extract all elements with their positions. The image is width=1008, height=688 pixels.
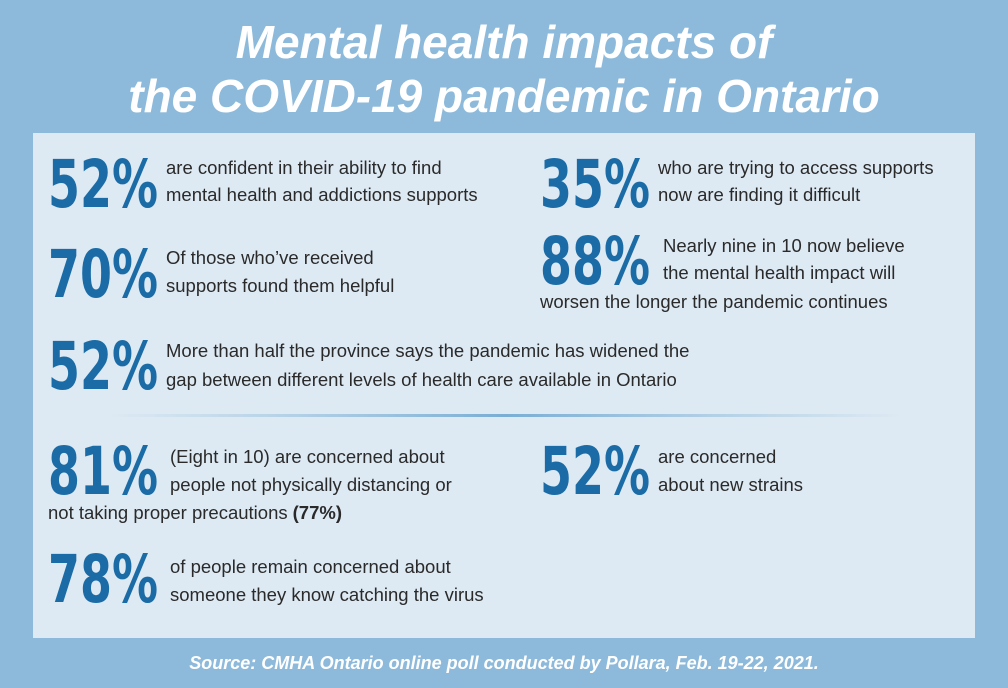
stat-figure: 52% [48, 146, 158, 223]
stat-text: people not physically distancing or [170, 474, 452, 495]
stat-text: gap between different levels of health c… [166, 369, 677, 390]
stat-text: someone they know catching the virus [170, 584, 484, 605]
stat-text: not taking proper precautions [48, 502, 288, 523]
stat-text: Nearly nine in 10 now believe [663, 235, 905, 256]
stat-text: worsen the longer the pandemic continues [539, 291, 888, 312]
title-line: Mental health impacts of [236, 16, 777, 68]
stat-figure: 35% [540, 146, 650, 223]
stat-figure: 88% [540, 223, 650, 300]
stat-emphasis: (77%) [293, 502, 342, 523]
stat-figure: 81% [48, 433, 158, 510]
stat-text: now are finding it difficult [658, 184, 860, 205]
panel [33, 133, 975, 638]
stat-figure: 52% [540, 433, 650, 510]
stat-text: the mental health impact will [663, 262, 895, 283]
stat-text: about new strains [658, 474, 803, 495]
stat-text: supports found them helpful [166, 275, 394, 296]
stat-text-line: not taking proper precautions (77%) [48, 502, 342, 523]
stat-text: (Eight in 10) are concerned about [170, 446, 445, 467]
stat-text: Of those who’ve received [166, 247, 374, 268]
source: Source: CMHA Ontario online poll conduct… [189, 653, 818, 673]
stat-text: mental health and addictions supports [166, 184, 478, 205]
stat-text: are confident in their ability to find [166, 157, 442, 178]
title-line: the COVID-19 pandemic in Ontario [128, 70, 879, 122]
stat-figure: 70% [48, 236, 158, 313]
stat-figure: 52% [48, 328, 158, 405]
stat-text: are concerned [658, 446, 776, 467]
stat-figure: 78% [48, 541, 158, 618]
divider [110, 414, 900, 417]
stat-text: of people remain concerned about [170, 556, 451, 577]
stat-text: who are trying to access supports [657, 157, 934, 178]
stat-text: More than half the province says the pan… [166, 340, 689, 361]
